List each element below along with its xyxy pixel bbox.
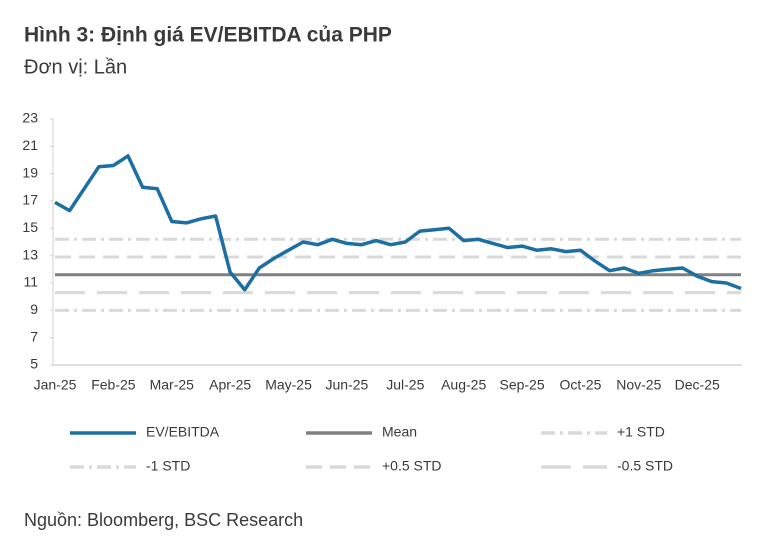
y-tick-label: 5 xyxy=(30,356,38,372)
x-tick-label: Sep-25 xyxy=(499,377,544,393)
chart-title: Hình 3: Định giá EV/EBITDA của PHP xyxy=(24,24,392,47)
y-tick-label: 21 xyxy=(22,137,38,153)
legend-label: Mean xyxy=(382,424,417,440)
y-tick-label: 19 xyxy=(22,164,38,180)
y-tick-label: 15 xyxy=(22,219,38,235)
data-line xyxy=(54,154,742,292)
x-tick-label: Feb-25 xyxy=(91,377,136,393)
source-note: Nguồn: Bloomberg, BSC Research xyxy=(24,510,303,530)
x-tick-label: Jan-25 xyxy=(34,377,77,393)
legend-label: -1 STD xyxy=(146,458,190,474)
x-tick-label: Jul-25 xyxy=(386,377,424,393)
legend-label: +1 STD xyxy=(617,424,665,440)
x-tick-label: Dec-25 xyxy=(675,377,720,393)
x-tick-label: Oct-25 xyxy=(559,377,601,393)
x-tick-label: Jun-25 xyxy=(326,377,369,393)
y-tick-label: 13 xyxy=(22,246,38,262)
y-tick-label: 11 xyxy=(23,274,38,290)
y-tick-label: 23 xyxy=(22,110,38,126)
x-tick-label: Nov-25 xyxy=(616,377,661,393)
x-tick-label: Mar-25 xyxy=(150,377,195,393)
legend-label: +0.5 STD xyxy=(382,458,442,474)
y-tick-label: 17 xyxy=(22,192,38,208)
x-tick-label: Aug-25 xyxy=(441,377,486,393)
x-tick-label: May-25 xyxy=(265,377,312,393)
x-tick-label: Apr-25 xyxy=(209,377,251,393)
y-tick-label: 9 xyxy=(30,301,38,317)
legend-label: EV/EBITDA xyxy=(146,424,220,440)
chart-subtitle: Đơn vị: Lần xyxy=(24,56,127,78)
y-tick-label: 7 xyxy=(30,328,38,344)
legend-label: -0.5 STD xyxy=(617,458,673,474)
